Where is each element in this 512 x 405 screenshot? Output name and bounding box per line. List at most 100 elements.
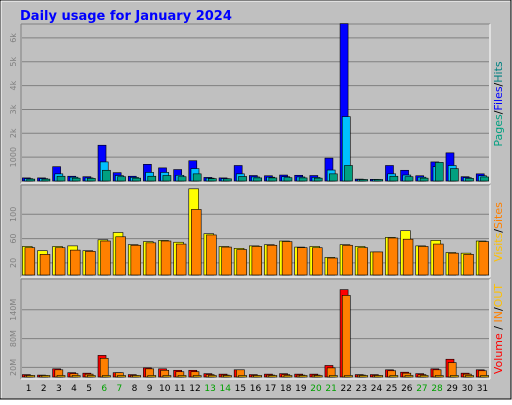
bar-pages-day-7 xyxy=(117,176,126,182)
x-tick-label: 18 xyxy=(280,384,292,394)
bar-out-day-18 xyxy=(283,375,293,378)
bar-pages-day-17 xyxy=(268,177,278,182)
legend-volume-in-out: Volume / IN/OUT xyxy=(492,284,505,375)
bar-out-day-31 xyxy=(480,375,489,378)
bar-out-day-21 xyxy=(329,375,338,378)
x-tick-label: 8 xyxy=(132,384,138,394)
bar-pages-day-21 xyxy=(329,173,338,182)
bar-sites-day-7 xyxy=(115,236,126,276)
y-tick-label: 3k xyxy=(9,104,18,114)
bar-sites-day-17 xyxy=(266,244,278,276)
bar-sites-day-4 xyxy=(70,249,81,276)
bar-pages-day-24 xyxy=(374,179,384,182)
bar-out-day-13 xyxy=(208,375,217,378)
bar-sites-day-10 xyxy=(160,240,172,276)
y-tick-label: 100 xyxy=(9,207,18,222)
bar-pages-day-19 xyxy=(298,177,308,182)
bar-sites-day-28 xyxy=(433,243,444,276)
bar-pages-day-15 xyxy=(238,176,247,182)
legend-entry: Volume xyxy=(492,333,505,374)
bar-out-day-20 xyxy=(313,375,323,378)
plot-area-hits-files-pages xyxy=(21,24,490,183)
bar-out-day-3 xyxy=(56,375,66,378)
bar-pages-day-22 xyxy=(344,165,353,182)
bar-out-day-14 xyxy=(223,375,232,378)
x-tick-label: 29 xyxy=(446,384,458,394)
bar-out-day-16 xyxy=(253,375,263,378)
bar-pages-day-14 xyxy=(223,178,232,182)
x-tick-label: 6 xyxy=(101,384,107,394)
bar-sites-day-21 xyxy=(327,257,338,276)
x-tick-label: 20 xyxy=(310,384,322,394)
bar-out-day-4 xyxy=(71,375,81,378)
bar-sites-day-23 xyxy=(357,247,368,276)
bar-out-day-24 xyxy=(374,375,384,378)
x-tick-label: 17 xyxy=(265,384,276,394)
bar-sites-day-5 xyxy=(85,251,96,276)
bar-sites-day-14 xyxy=(221,246,232,276)
bar-pages-day-26 xyxy=(404,176,414,182)
bar-out-day-22 xyxy=(344,375,353,378)
x-tick-label: 22 xyxy=(341,384,352,394)
y-tick-label: 80M xyxy=(9,330,18,347)
x-tick-label: 5 xyxy=(86,384,92,394)
x-tick-label: 19 xyxy=(295,384,307,394)
bar-pages-day-1 xyxy=(26,178,36,182)
x-tick-label: 31 xyxy=(477,384,488,394)
plot-area-volume-in-out xyxy=(21,279,490,379)
bar-pages-day-9 xyxy=(147,175,157,182)
bar-sites-day-15 xyxy=(236,249,247,276)
x-tick-label: 1 xyxy=(26,384,32,394)
legend-entry: Visits xyxy=(492,232,505,261)
bar-out-day-12 xyxy=(192,375,202,378)
bar-sites-day-31 xyxy=(478,241,489,276)
y-tick-label: 5k xyxy=(9,57,18,67)
x-tick-label: 2 xyxy=(41,384,47,394)
legend-sites-visits: Visits/Sites xyxy=(492,202,505,262)
bar-pages-day-18 xyxy=(283,177,293,182)
bar-sites-day-12 xyxy=(191,209,202,276)
bar-pages-day-23 xyxy=(359,179,368,182)
x-tick-label: 3 xyxy=(56,384,62,394)
bar-pages-day-12 xyxy=(192,173,202,182)
x-tick-label: 23 xyxy=(356,384,367,394)
bar-pages-day-27 xyxy=(419,177,429,182)
x-tick-label: 14 xyxy=(220,384,232,394)
panel-volume-in-out: 20M 80M 140M xyxy=(9,278,491,380)
bar-out-day-30 xyxy=(465,375,474,378)
panel-sites-visits: 20 60 100 xyxy=(9,184,491,278)
x-tick-label: 13 xyxy=(204,384,215,394)
y-tick-label: 2k xyxy=(9,128,18,138)
x-tick-label: 11 xyxy=(174,384,185,394)
legend-separator: / xyxy=(492,229,505,233)
x-tick-label: 27 xyxy=(416,384,427,394)
bar-sites-day-18 xyxy=(281,241,293,276)
bar-sites-day-25 xyxy=(387,237,399,276)
bar-out-day-2 xyxy=(41,375,51,378)
bar-pages-day-8 xyxy=(132,177,141,182)
bar-sites-day-3 xyxy=(54,247,66,276)
bar-pages-day-20 xyxy=(313,177,323,182)
bar-out-day-7 xyxy=(117,375,126,378)
y-tick-label: 20 xyxy=(9,258,18,268)
bar-out-day-29 xyxy=(450,375,459,378)
bar-sites-day-9 xyxy=(145,242,157,276)
panel-hits-files-pages: 1000 2k 3k 4k 5k 6k xyxy=(9,23,491,184)
x-tick-label: 12 xyxy=(189,384,200,394)
bar-sites-day-19 xyxy=(296,247,308,276)
legend-entry: Sites xyxy=(492,202,505,229)
bar-sites-day-27 xyxy=(418,246,429,276)
bar-sites-day-29 xyxy=(448,252,459,276)
bar-out-day-8 xyxy=(132,375,141,378)
bar-sites-day-2 xyxy=(39,254,51,276)
legend-separator: / xyxy=(492,110,505,114)
chart-title: Daily usage for January 2024 xyxy=(20,9,232,24)
bar-out-day-11 xyxy=(177,375,187,378)
legend-entry: Hits xyxy=(492,61,505,83)
legend-separator: / xyxy=(492,82,505,86)
bar-pages-day-6 xyxy=(102,169,111,182)
bar-sites-day-24 xyxy=(372,251,384,276)
x-tick-label: 9 xyxy=(147,384,153,394)
bar-in-day-29 xyxy=(447,362,457,378)
bar-pages-day-3 xyxy=(56,175,66,182)
